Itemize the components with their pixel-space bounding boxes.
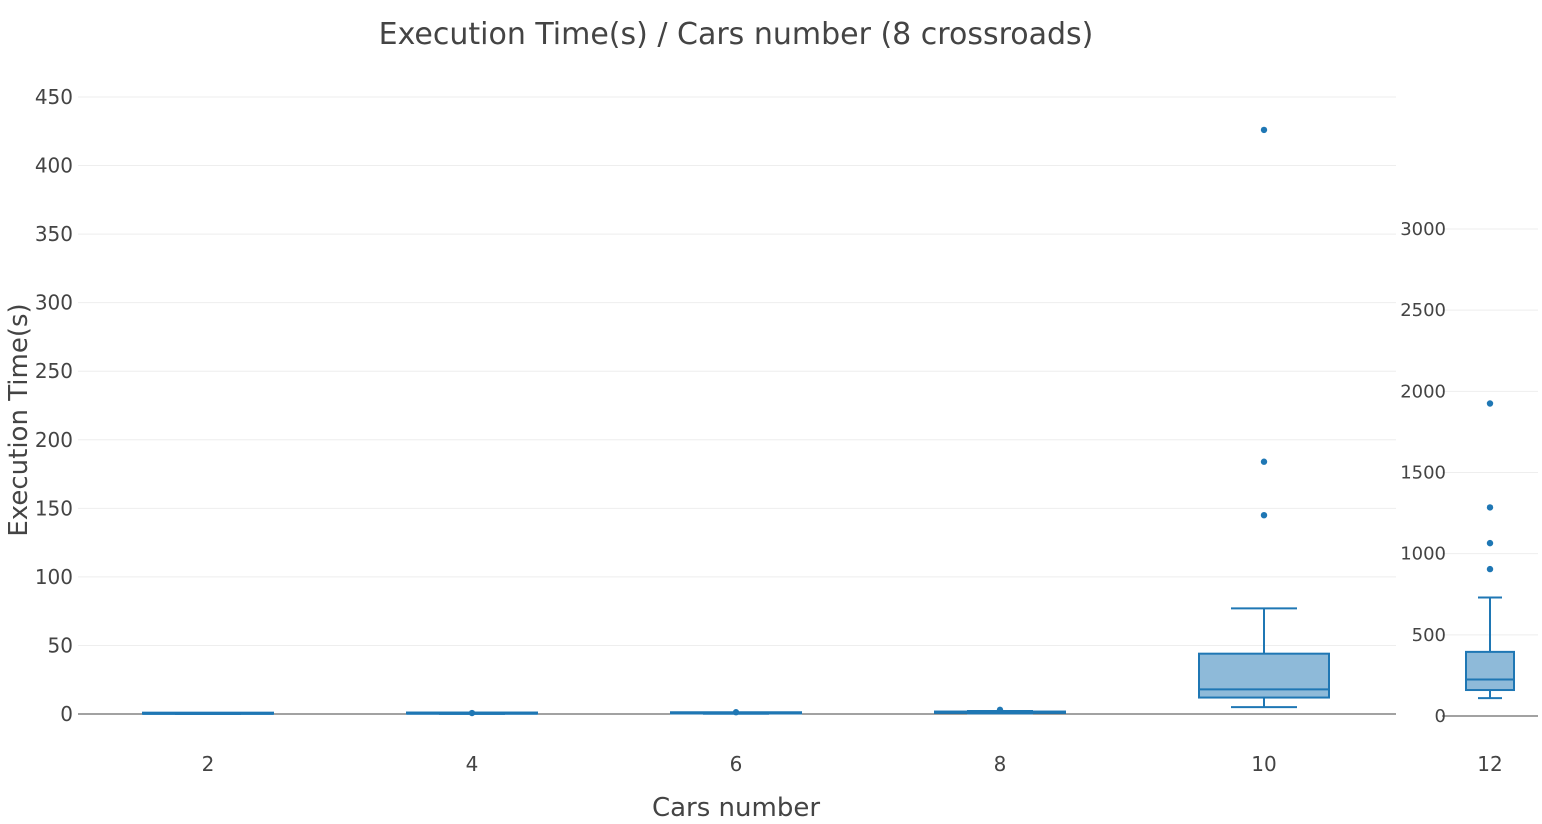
inset-y-tick-label: 3000 xyxy=(1400,219,1446,240)
x-axis-title: Cars number xyxy=(652,793,820,823)
box-series xyxy=(142,126,1515,717)
x-tick-label: 6 xyxy=(730,752,743,776)
main-y-tick-label: 400 xyxy=(35,154,73,178)
main-y-tick-label: 250 xyxy=(35,359,73,383)
x-tick-label: 10 xyxy=(1251,752,1276,776)
x-tick-label: 2 xyxy=(202,752,215,776)
main-gridlines xyxy=(78,96,1396,715)
inset-y-tick-label: 2500 xyxy=(1400,300,1446,321)
x-tick-label: 4 xyxy=(466,752,479,776)
main-y-tick-label: 0 xyxy=(60,702,73,726)
main-y-tick-label: 200 xyxy=(35,428,73,452)
box-4 xyxy=(406,709,538,717)
inset-y-tick-label: 1500 xyxy=(1400,463,1446,484)
outlier-point xyxy=(1486,565,1494,573)
outlier-point xyxy=(732,709,740,716)
main-y-tick-label: 50 xyxy=(48,633,73,657)
main-y-tick-label: 350 xyxy=(35,222,73,246)
inset-y-tick-label: 1000 xyxy=(1400,544,1446,565)
outlier-point xyxy=(468,709,476,717)
box-6 xyxy=(670,709,802,716)
box-2 xyxy=(142,711,274,715)
outlier-point xyxy=(996,706,1004,714)
main-y-tick-label: 100 xyxy=(35,565,73,589)
outlier-point xyxy=(1486,539,1494,547)
main-y-tick-label: 150 xyxy=(35,496,73,520)
outlier-point xyxy=(1486,400,1494,407)
outlier-point xyxy=(1260,126,1268,134)
outlier-point xyxy=(1486,504,1494,511)
x-tick-label: 12 xyxy=(1477,752,1502,776)
box-8 xyxy=(934,706,1066,715)
box-iqr xyxy=(1198,652,1330,699)
outlier-point xyxy=(1260,458,1268,465)
box-10 xyxy=(1198,126,1330,709)
inset-y-tick-label: 0 xyxy=(1435,706,1446,727)
box-iqr xyxy=(1465,650,1515,692)
inset-y-tick-labels: 0 500 1000 1500 2000 2500 3000 xyxy=(1400,219,1446,727)
x-tick-label: 8 xyxy=(994,752,1007,776)
box-12 xyxy=(1465,400,1515,700)
outlier-point xyxy=(1260,511,1268,519)
x-tick-labels: 2 4 6 8 10 12 xyxy=(202,752,1503,776)
main-y-tick-labels: 0 50 100 150 200 250 300 350 400 450 xyxy=(35,85,73,726)
main-y-tick-label: 450 xyxy=(35,85,73,109)
inset-gridlines xyxy=(1442,228,1538,717)
y-axis-title: Execution Time(s) xyxy=(4,303,34,536)
inset-y-tick-label: 500 xyxy=(1412,625,1446,646)
inset-y-tick-label: 2000 xyxy=(1400,381,1446,402)
main-y-tick-label: 300 xyxy=(35,291,73,315)
chart-title: Execution Time(s) / Cars number (8 cross… xyxy=(379,17,1094,52)
